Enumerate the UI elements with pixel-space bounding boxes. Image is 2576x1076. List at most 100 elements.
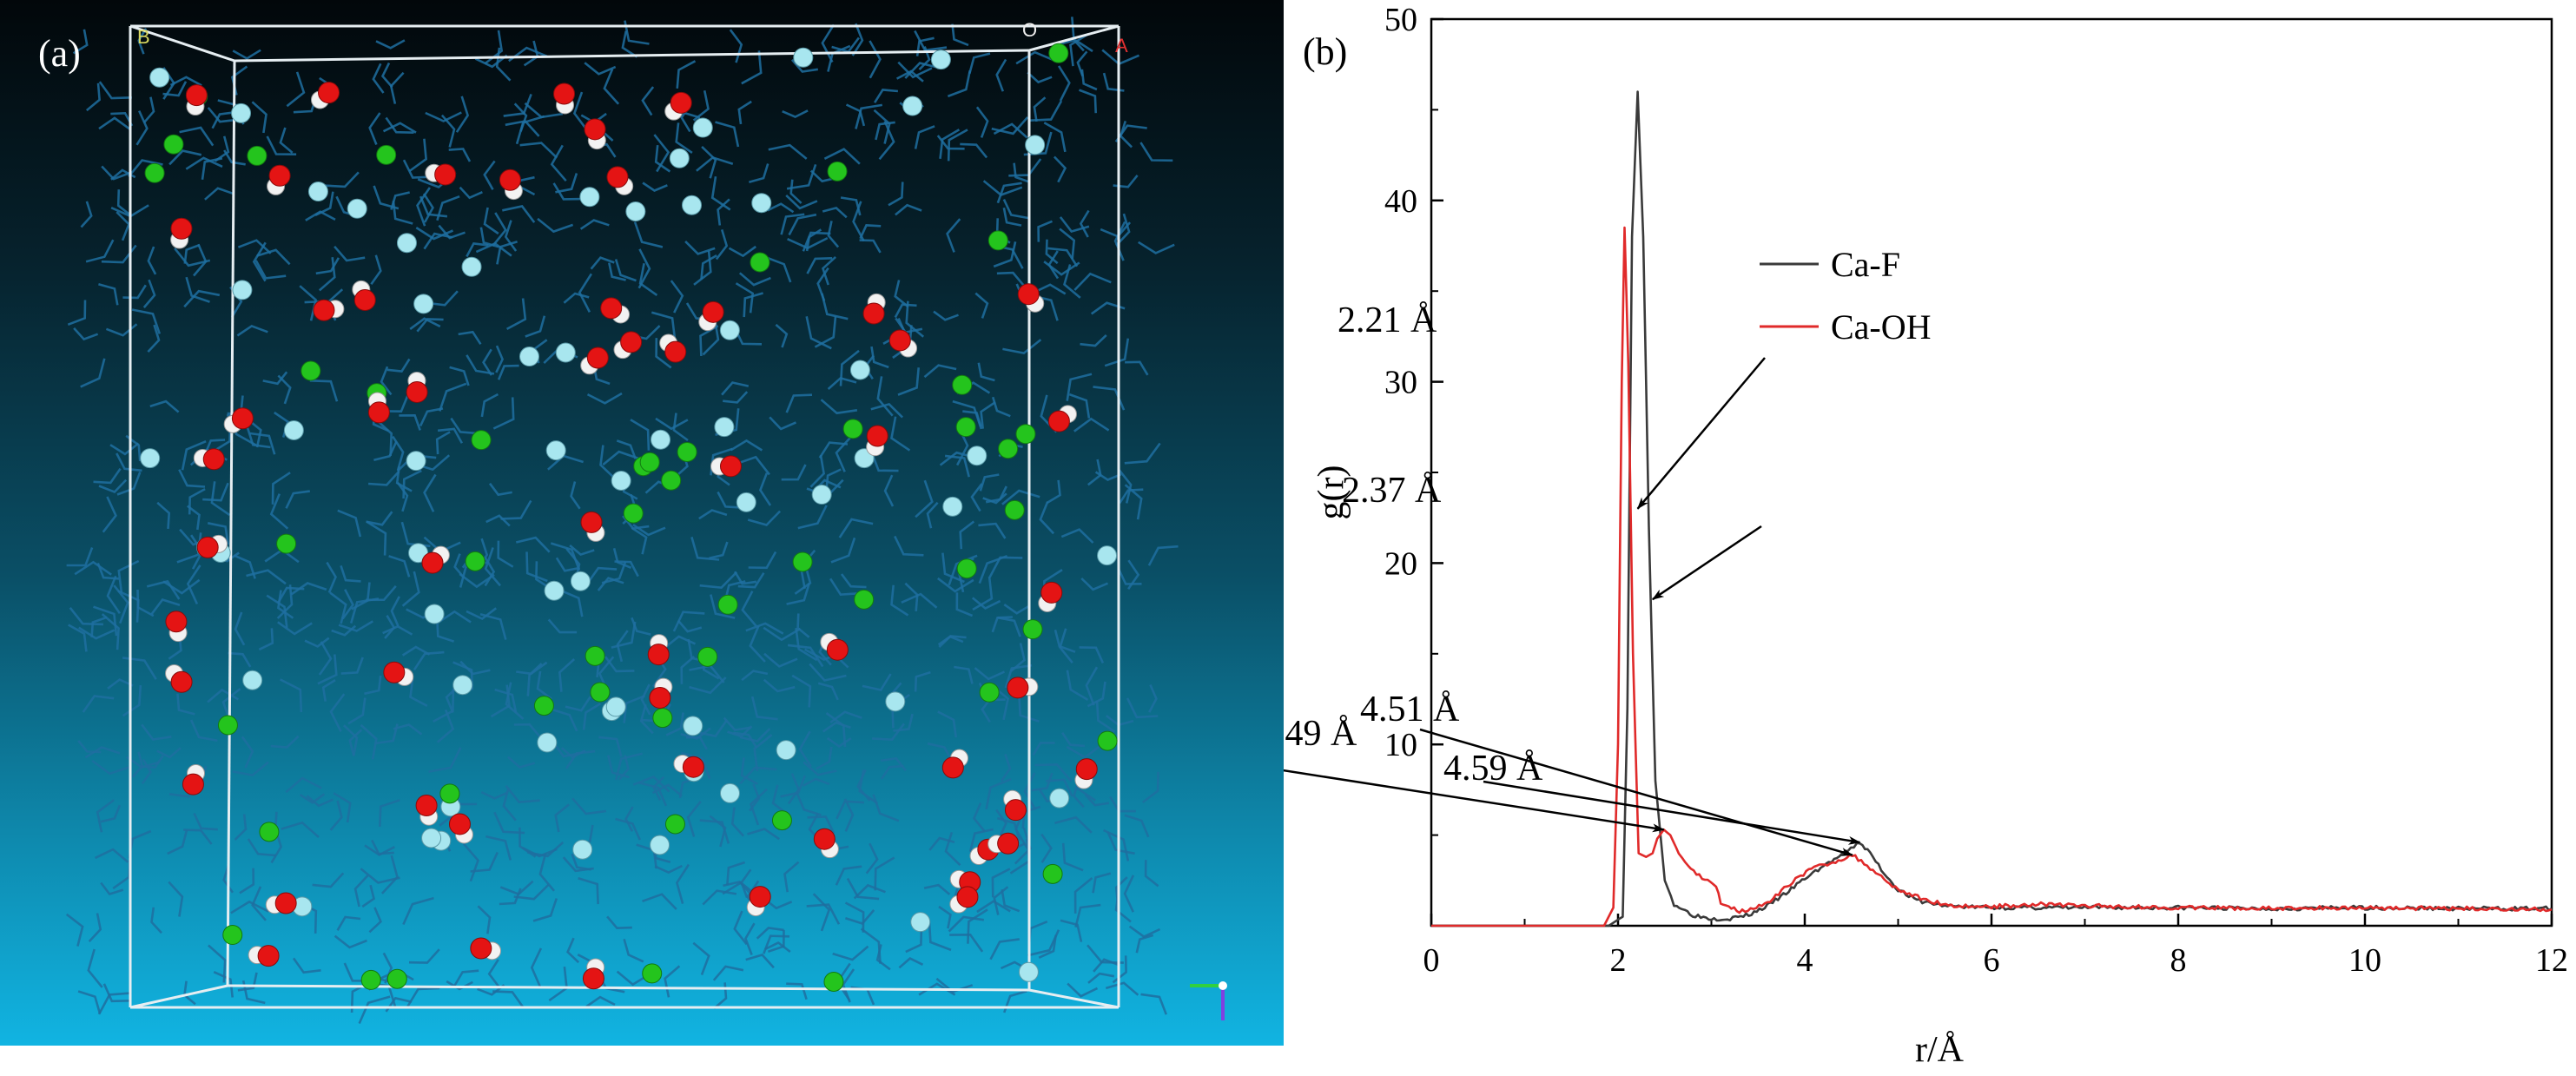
water-molecule [266, 594, 288, 629]
water-molecule [452, 969, 479, 987]
water-molecule [538, 852, 555, 892]
calcium-ion [849, 360, 870, 380]
water-molecule [1115, 213, 1131, 247]
water-molecule [860, 927, 882, 964]
water-molecule [396, 481, 409, 512]
water-molecule [402, 469, 422, 499]
fluoride-ion [590, 682, 611, 703]
water-molecule [890, 416, 911, 452]
water-molecule [331, 624, 357, 637]
water-molecule [361, 884, 375, 908]
water-molecule [109, 442, 140, 456]
water-molecule [578, 876, 599, 905]
water-molecule [664, 965, 681, 998]
water-molecule [923, 364, 957, 379]
hydroxide-ion [941, 749, 969, 779]
water-molecule [466, 354, 495, 375]
water-molecule [1059, 628, 1073, 664]
hydroxide-ion [499, 168, 523, 201]
water-molecule [1015, 50, 1056, 65]
water-molecule [340, 564, 361, 583]
hydroxide-ion [649, 677, 673, 709]
water-molecule [321, 678, 336, 702]
water-molecule [996, 271, 1025, 287]
water-molecule [624, 20, 650, 45]
hydroxide-ion [606, 166, 634, 195]
water-molecule [710, 176, 731, 211]
water-molecule [733, 910, 748, 946]
water-molecule [570, 481, 581, 510]
water-molecule [616, 439, 637, 459]
fluoride-ion [1015, 424, 1036, 445]
hydroxide-ion [584, 118, 606, 150]
water-molecule [827, 376, 857, 390]
water-molecule [1047, 250, 1060, 280]
water-molecule [978, 522, 1007, 539]
water-molecule [401, 571, 420, 607]
water-molecule [1140, 993, 1168, 1015]
hydroxide-ion [820, 632, 849, 661]
hydroxide-ion [165, 611, 188, 643]
water-molecule [1106, 831, 1135, 855]
water-molecule [982, 492, 1007, 505]
water-molecule [409, 317, 441, 330]
fluoride-ion [639, 452, 660, 472]
water-molecule [788, 213, 817, 236]
peak-annotations: 2.21 Å 2.37 Å 2.49 Å4.51 Å 4.59 Å [1284, 300, 1861, 856]
water-molecule [554, 803, 571, 833]
water-molecule [373, 440, 398, 461]
water-molecule [207, 688, 240, 703]
water-molecule [462, 842, 479, 882]
water-molecule [246, 569, 287, 585]
water-molecule [737, 100, 752, 125]
water-molecule [641, 86, 655, 116]
water-molecule [386, 358, 411, 373]
water-molecule [483, 160, 496, 190]
water-molecule [95, 848, 129, 863]
water-molecule [90, 616, 108, 637]
water-molecule [98, 282, 119, 306]
calcium-ion [1097, 545, 1118, 566]
water-molecule [1003, 604, 1031, 615]
water-molecule [101, 613, 120, 650]
water-molecule [375, 39, 406, 50]
water-molecule [974, 292, 989, 319]
water-molecule [91, 759, 131, 776]
water-molecule [73, 327, 99, 341]
water-molecule [249, 432, 276, 455]
calcium-ion [793, 47, 814, 68]
water-molecule [100, 804, 122, 823]
water-molecule [416, 187, 431, 227]
water-molecule [822, 721, 851, 733]
water-molecule [251, 101, 268, 134]
water-molecule [851, 23, 864, 56]
calcium-ion [519, 347, 539, 367]
water-molecule [236, 324, 268, 337]
water-molecule [995, 809, 1007, 839]
water-molecule [116, 189, 132, 217]
water-molecule [939, 129, 961, 159]
water-molecule [502, 205, 536, 223]
ion-atoms [140, 43, 1118, 992]
water-molecule [586, 392, 623, 405]
hydroxide-ion [949, 886, 979, 914]
water-molecule [586, 566, 618, 584]
water-molecule [499, 880, 534, 896]
water-molecule [997, 616, 1021, 637]
water-molecule [894, 280, 909, 308]
water-molecule [829, 578, 860, 597]
hydroxide-ion [267, 164, 291, 195]
fluoride-ion [259, 822, 280, 842]
water-molecule [1004, 663, 1033, 689]
water-molecule [795, 628, 818, 662]
water-molecule [677, 619, 703, 633]
water-molecule [767, 929, 785, 954]
calcium-ion [537, 732, 558, 753]
water-molecule [997, 816, 1020, 842]
water-molecule [299, 793, 326, 804]
water-molecule [156, 747, 182, 759]
y-tick-label: 10 [1384, 727, 1417, 763]
water-molecule [803, 761, 837, 776]
water-molecule [655, 338, 672, 369]
water-molecule [366, 584, 397, 602]
